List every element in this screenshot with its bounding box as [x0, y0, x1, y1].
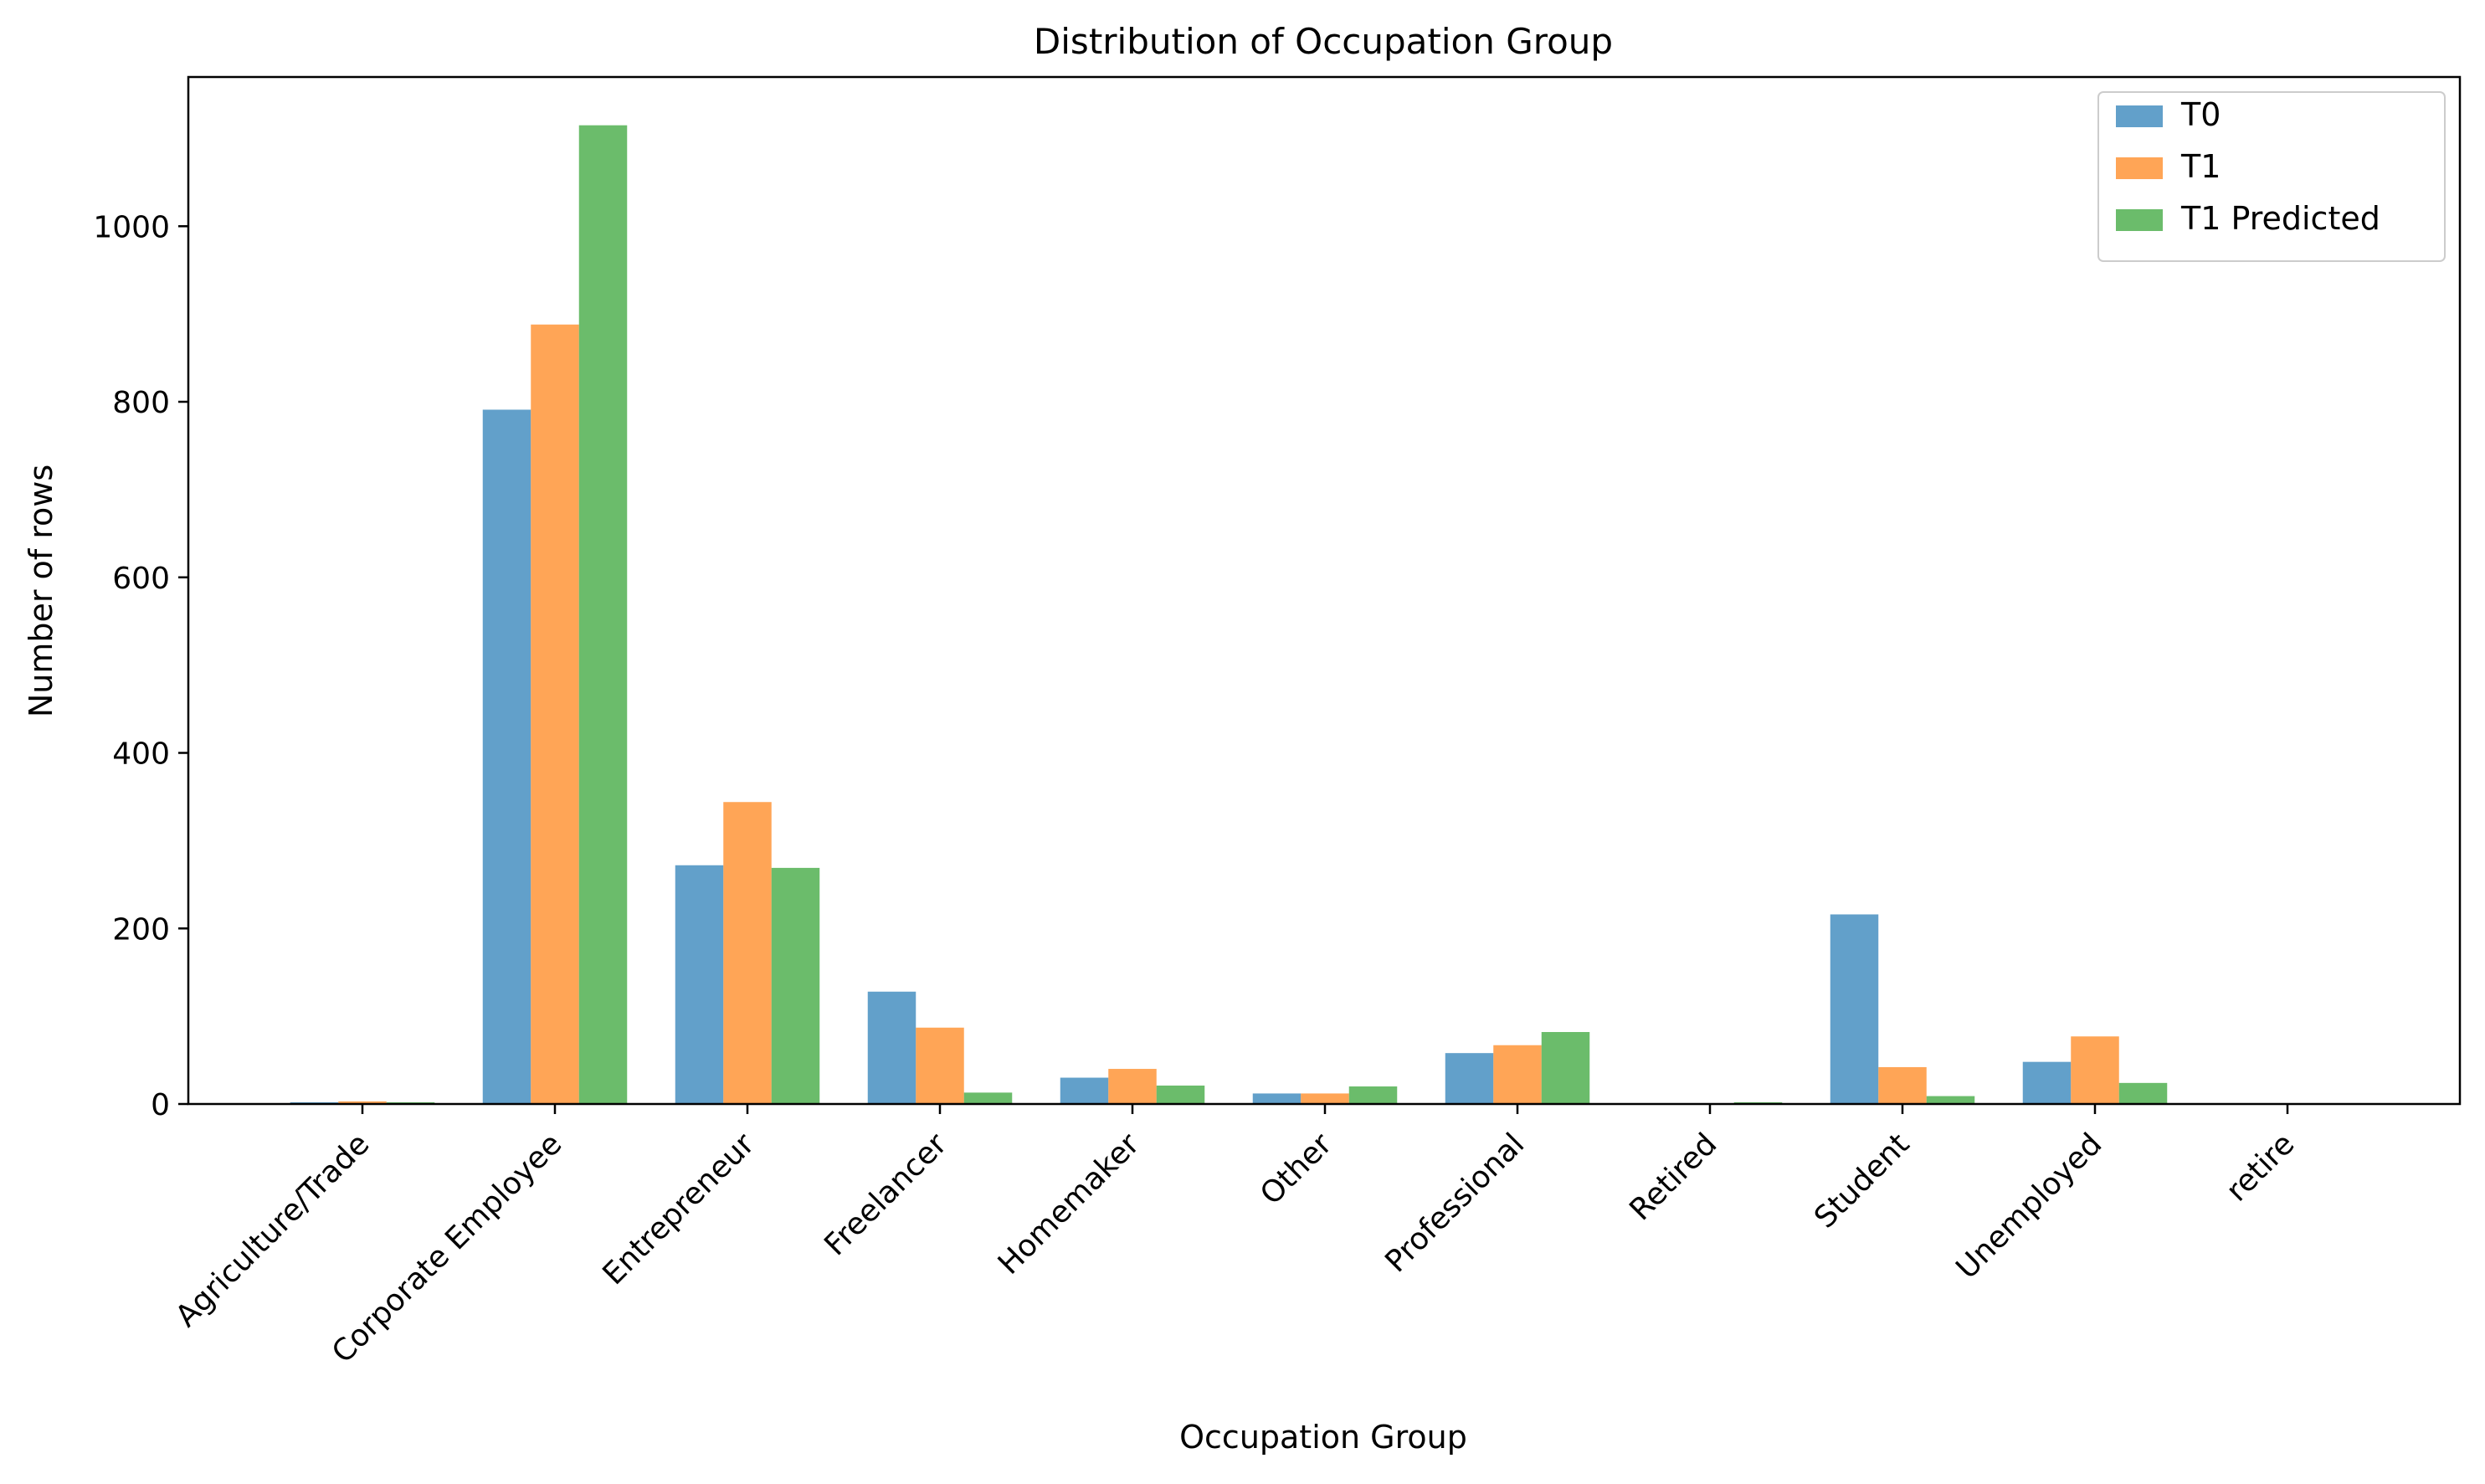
bar-t1-0 [338, 1101, 387, 1104]
legend: T0 T1 T1 Predicted [2097, 91, 2446, 262]
y-tick-label: 600 [112, 562, 170, 596]
bar-t0-8 [1830, 914, 1879, 1104]
bar-t1-3 [916, 1027, 964, 1104]
bar-t1-predicted-5 [1348, 1086, 1398, 1104]
bar-t1-9 [2071, 1036, 2119, 1104]
bar-t1-predicted-3 [963, 1092, 1013, 1104]
plot-frame [187, 75, 2462, 1106]
bar-t0-3 [867, 991, 916, 1104]
bar-t1-predicted-8 [1926, 1096, 1975, 1104]
bar-t1-5 [1301, 1093, 1349, 1104]
bar-t1-predicted-2 [771, 867, 820, 1104]
legend-label: T1 [2180, 148, 2221, 185]
bar-t1-predicted-6 [1541, 1032, 1590, 1104]
bar-t1-predicted-4 [1156, 1085, 1205, 1104]
bar-t1-8 [1878, 1066, 1927, 1104]
bar-t1-predicted-1 [578, 125, 628, 1105]
bar-t1-6 [1493, 1045, 1542, 1104]
y-tick-label: 0 [151, 1088, 170, 1122]
bar-t1-1 [531, 324, 579, 1104]
y-tick-label: 800 [112, 386, 170, 420]
bar-t0-4 [1060, 1077, 1109, 1104]
y-axis-ticks: 0 200 400 600 800 1000 [93, 210, 188, 1122]
bar-t0-6 [1445, 1053, 1494, 1104]
y-tick-label: 400 [112, 737, 170, 772]
bars-layer [290, 125, 2168, 1105]
x-axis-label: Occupation Group [1179, 1419, 1467, 1456]
chart-title: Distribution of Occupation Group [1034, 21, 1613, 62]
bar-t1-2 [723, 802, 772, 1104]
bar-t0-5 [1252, 1093, 1302, 1104]
legend-swatch [2116, 105, 2163, 127]
y-tick-label: 200 [112, 912, 170, 947]
legend-label: T0 [2180, 96, 2221, 133]
legend-box [2097, 91, 2446, 262]
bar-t1-4 [1108, 1069, 1157, 1104]
bar-t0-1 [482, 409, 531, 1104]
bar-t1-predicted-9 [2118, 1082, 2168, 1104]
legend-label: T1 Predicted [2180, 200, 2380, 237]
bar-t0-2 [675, 865, 724, 1104]
y-tick-label: 1000 [93, 210, 170, 244]
legend-swatch [2116, 157, 2163, 179]
bar-t0-9 [2022, 1061, 2072, 1104]
legend-swatch [2116, 209, 2163, 231]
y-axis-label: Number of rows [23, 465, 59, 717]
